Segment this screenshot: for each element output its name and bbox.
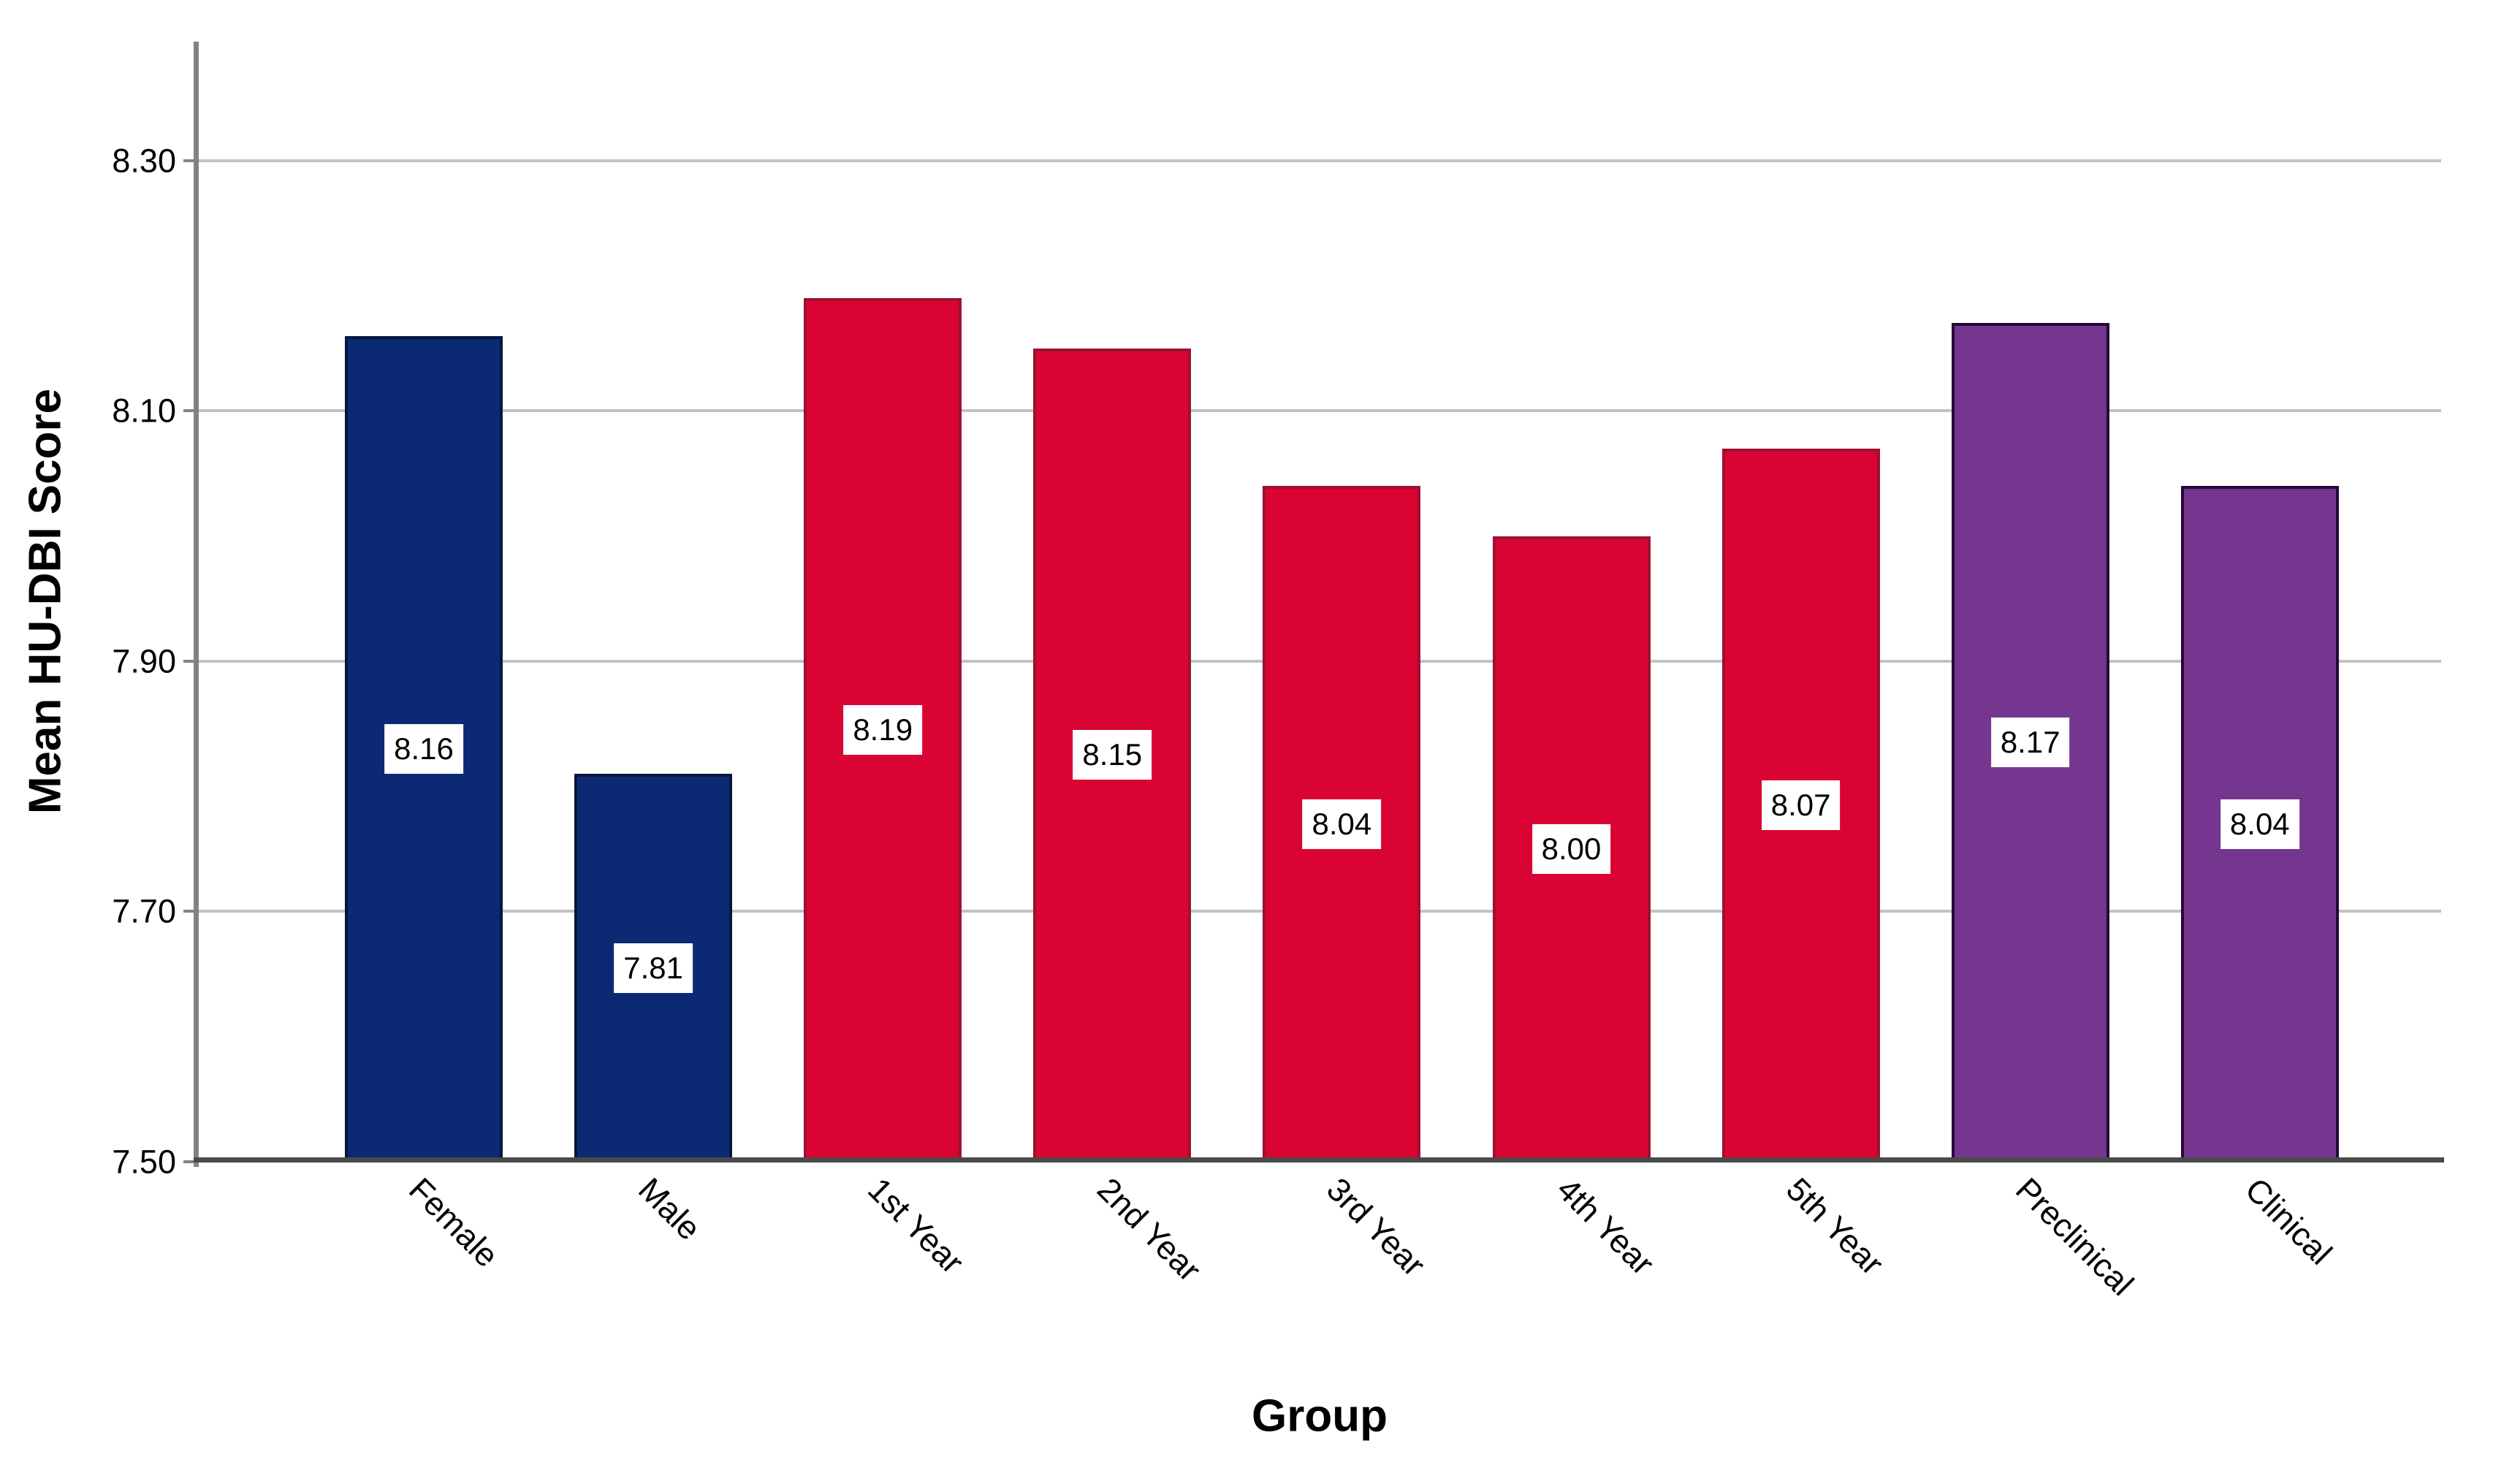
gridline	[199, 409, 2441, 413]
bar-value-label: 8.16	[384, 723, 463, 774]
y-tick-label: 8.30	[112, 142, 176, 180]
bar-value-label: 8.04	[2220, 799, 2299, 849]
x-tick-label: 3rd Year	[1320, 1170, 1434, 1284]
x-tick-label: Female	[402, 1170, 506, 1275]
x-tick-label: 1st Year	[861, 1170, 972, 1281]
y-tick-mark	[183, 659, 194, 663]
y-axis-title: Mean HU-DBI Score	[20, 388, 71, 815]
y-tick-mark	[183, 910, 194, 913]
x-tick-label: 4th Year	[1549, 1170, 1662, 1282]
x-tick-label: Clinical	[2237, 1170, 2340, 1272]
x-tick-label: 2nd Year	[1090, 1170, 1209, 1289]
bar-value-label: 8.00	[1531, 823, 1611, 874]
x-axis-line	[194, 1157, 2444, 1163]
x-tick-label: Male	[631, 1170, 709, 1247]
y-tick-label: 7.90	[112, 642, 176, 680]
bar-value-label: 8.15	[1073, 730, 1152, 780]
bar-value-label: 8.07	[1761, 780, 1841, 830]
y-tick-mark	[183, 159, 194, 162]
x-axis-title: Group	[1252, 1390, 1388, 1442]
bar-value-label: 8.04	[1302, 799, 1382, 849]
y-axis-line	[194, 42, 199, 1167]
x-tick-label: 5th Year	[1778, 1170, 1891, 1282]
bar-value-label: 7.81	[614, 943, 693, 993]
y-tick-label: 7.50	[112, 1143, 176, 1181]
gridline	[199, 159, 2441, 162]
x-tick-label: Preclinical	[2008, 1170, 2141, 1303]
y-tick-mark	[183, 409, 194, 413]
y-tick-label: 8.10	[112, 392, 176, 430]
y-tick-label: 7.70	[112, 892, 176, 930]
bar-value-label: 8.17	[1990, 718, 2070, 768]
y-tick-mark	[183, 1160, 194, 1163]
bar-value-label: 8.19	[843, 705, 923, 756]
